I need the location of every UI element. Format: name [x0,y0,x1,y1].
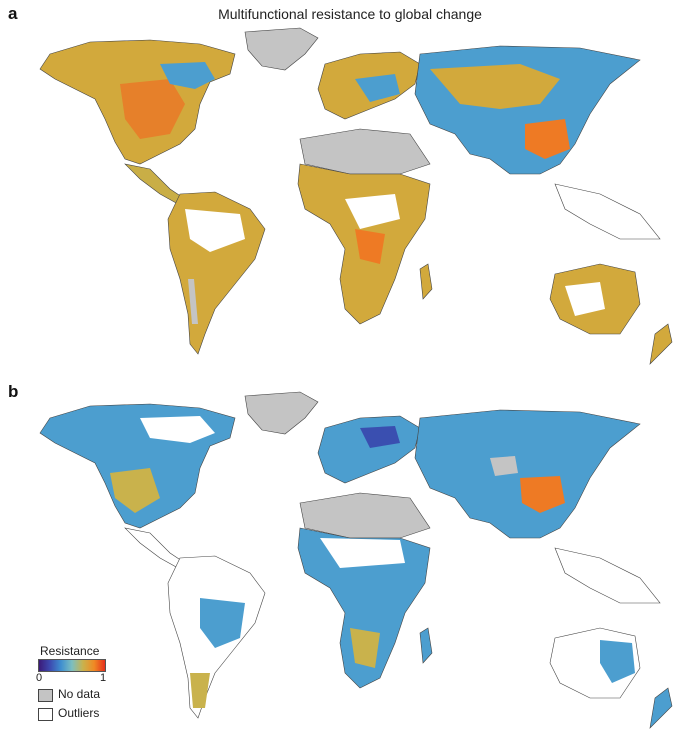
north-america-outliers [140,416,215,443]
southeast-asia [554,547,661,604]
africa [297,527,431,689]
australia-outliers [565,282,605,316]
nodata-label: No data [58,687,101,701]
africa-warm [350,628,380,668]
legend-min-label: 0 [36,672,43,684]
central-america [124,527,186,569]
outliers-label: Outliers [58,706,100,720]
outliers-swatch [38,708,53,721]
madagascar [419,627,433,664]
map-title: Multifunctional resistance to global cha… [218,6,482,22]
legend-max-label: 1 [100,672,107,684]
north-america-warm [110,468,160,513]
australia-blue [600,640,635,683]
new-zealand [649,323,673,365]
andes-nodata [188,279,198,324]
patagonia-warm [190,673,210,708]
world-map-a [39,27,673,365]
southeast-asia [554,183,661,240]
panel-letter-b: b [8,382,19,401]
china-warm [520,476,565,513]
north-america-blue [160,62,215,89]
europe-blue [355,74,400,102]
nodata-swatch [38,689,53,702]
south-america-blue [200,598,245,648]
continents-a [39,27,673,365]
central-america [124,163,186,205]
legend-title: Resistance [40,644,100,658]
amazon-outliers [185,209,245,252]
asia-warm [430,64,560,109]
europe-deep [360,426,400,448]
greenland [244,27,319,71]
africa-outliers [345,194,400,229]
sahara-nodata [299,128,431,175]
africa-outliers [320,538,405,568]
asia [414,409,641,539]
panel-letter-a: a [8,4,18,23]
europe [317,415,421,484]
world-map-b [39,391,673,729]
new-zealand [649,687,673,729]
north-america-interior [120,79,185,139]
legend-color-bar [38,659,106,672]
greenland [244,391,319,435]
madagascar [419,263,433,300]
tibet-nodata [490,456,518,476]
asia [414,45,641,175]
continents-b [39,391,673,729]
china-hot [525,119,570,159]
africa-hot [355,229,385,264]
sahara-nodata [299,492,431,539]
